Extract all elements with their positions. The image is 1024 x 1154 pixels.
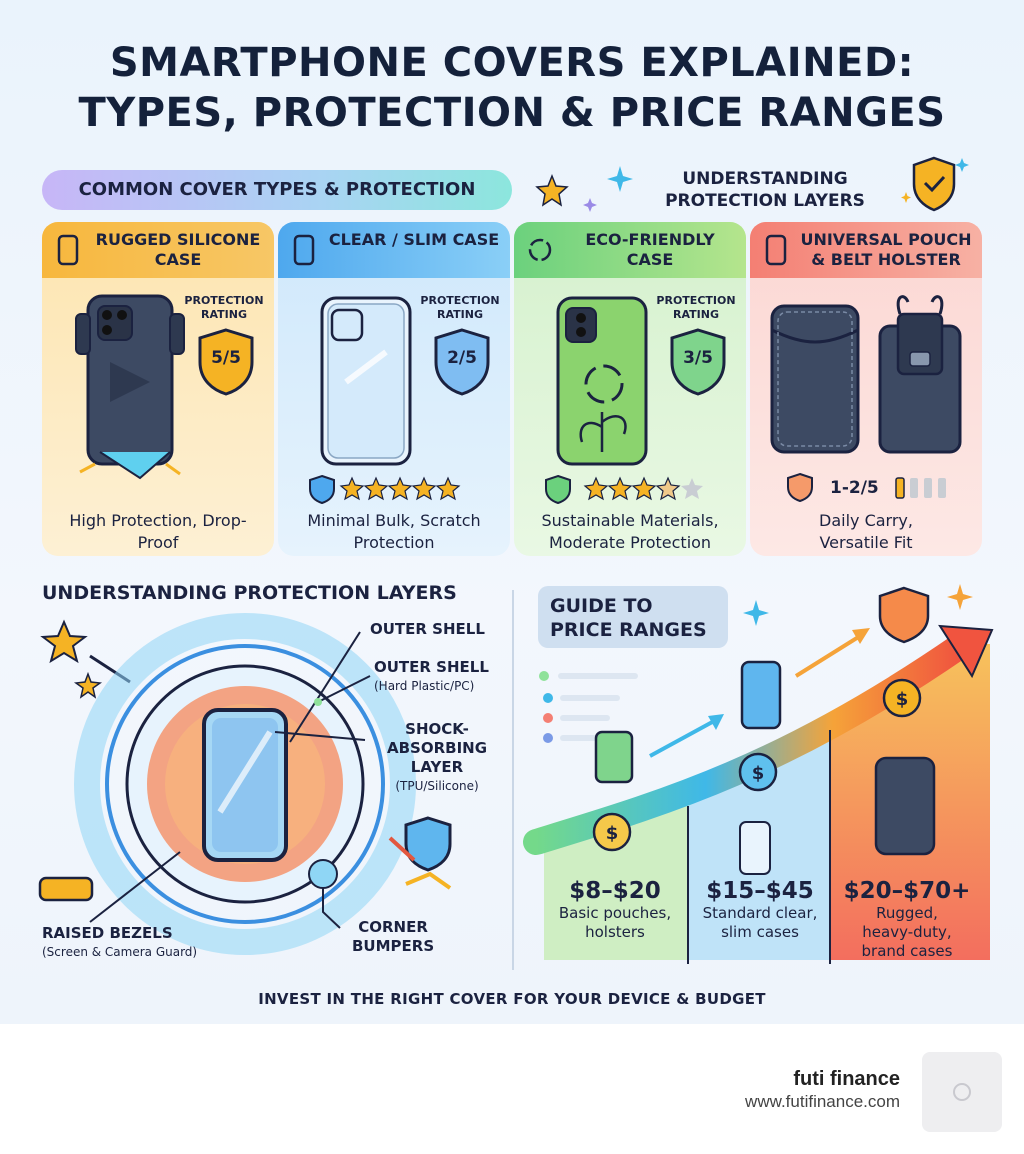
layer-outer-shell-detail: OUTER SHELL (Hard Plastic/PC): [374, 658, 489, 693]
protection-layers-heading: UNDERSTANDING PROTECTION LAYERS: [665, 169, 865, 211]
protection-rating-label: PROTECTION RATING: [184, 294, 264, 321]
star-icon: [339, 476, 365, 501]
protection-rating-value: 1-2/5: [830, 478, 879, 498]
infographic: SMARTPHONE COVERS EXPLAINED: TYPES, PROT…: [0, 0, 1024, 1024]
star-icon: [411, 476, 437, 501]
brand-logo: [922, 1052, 1002, 1132]
sparkle-icons: [535, 166, 633, 212]
card-feature-text: Daily Carry, Versatile Fit: [819, 511, 913, 552]
shield-check-icon: [309, 474, 335, 505]
clear-case-icon: [739, 821, 771, 875]
layer-raised-bezels: RAISED BEZELS (Screen & Camera Guard): [42, 924, 198, 959]
protection-rating-value: 3/5: [683, 348, 713, 368]
shield-icon: [434, 328, 490, 396]
card-universal-pouch: UNIVERSAL POUCH & BELT HOLSTER 1-2/5 Dai…: [750, 222, 982, 556]
card-feature: Minimal Bulk, Scratch Protection: [278, 510, 510, 554]
svg-text:$: $: [606, 823, 619, 844]
dollar-coin-icon: [738, 752, 778, 792]
star-icon: [435, 476, 461, 501]
star-icon: [631, 476, 657, 501]
logo-icon: [953, 1083, 971, 1101]
protection-rating-value: 2/5: [447, 348, 477, 368]
layers-section-title: UNDERSTANDING PROTECTION LAYERS: [42, 582, 457, 604]
legend-dots: [539, 671, 638, 743]
shield-icon: [198, 328, 254, 396]
phone-icon: [293, 234, 315, 266]
star-rating: [308, 474, 488, 505]
eco-phone-icon: [556, 296, 648, 466]
layer-shock-absorbing: SHOCK- ABSORBING LAYER (TPU/Silicone): [386, 720, 488, 793]
card-feature: High Protection, Drop-Proof: [42, 510, 274, 554]
svg-text:$: $: [896, 689, 909, 710]
card-feature: Daily Carry, Versatile Fit: [750, 510, 982, 554]
star-rating: [544, 474, 724, 505]
page-title: SMARTPHONE COVERS EXPLAINED: TYPES, PROT…: [78, 40, 946, 136]
cover-types-label: COMMON COVER TYPES & PROTECTION: [42, 170, 512, 210]
star-icon: [607, 476, 633, 501]
card-feature: Sustainable Materials, Moderate Protecti…: [514, 510, 746, 554]
card-title: RUGGED SILICONE CASE: [95, 230, 261, 269]
star-icon: [655, 476, 681, 501]
star-icon: [363, 476, 389, 501]
pouch-holster-icon: [770, 295, 962, 454]
shield-icon: [787, 472, 813, 503]
card-title: CLEAR / SLIM CASE: [328, 230, 500, 249]
shield-icon: [670, 328, 726, 396]
star-icon: [40, 619, 88, 664]
card-feature-text: Sustainable Materials, Moderate Protecti…: [541, 511, 719, 552]
svg-text:$: $: [752, 763, 765, 784]
phone-icon: [765, 234, 787, 266]
card-feature-text: Minimal Bulk, Scratch Protection: [307, 511, 481, 552]
shield-icon: [878, 586, 930, 644]
star-icon: [73, 671, 103, 699]
impact-shield-icon: [404, 816, 452, 872]
price-tier-basic: $8–$20 Basic pouches, holsters: [558, 878, 672, 941]
shield-check-icon: [545, 474, 571, 505]
protection-rating-label: PROTECTION RATING: [656, 294, 736, 321]
card-eco-friendly: ECO-FRIENDLY CASE PROTECTION RATING 3/5: [514, 222, 746, 556]
star-icon: [583, 476, 609, 501]
card-clear-slim: CLEAR / SLIM CASE PROTECTION RATING 2/5: [278, 222, 510, 556]
tagline: INVEST IN THE RIGHT COVER FOR YOUR DEVIC…: [258, 990, 766, 1008]
rugged-case-icon: [874, 756, 936, 856]
rating-bar: [787, 472, 946, 503]
shield-check-icon: [901, 156, 969, 212]
dollar-coin-icon: [592, 812, 632, 852]
dollar-coin-icon: [882, 678, 922, 718]
price-ranges-graphic: $ $ $: [523, 584, 994, 964]
card-title: ECO-FRIENDLY CASE: [585, 230, 715, 269]
layer-corner-bumpers: CORNER BUMPERS: [352, 918, 435, 955]
protection-layers-diagram: [38, 613, 452, 955]
card-feature-text: High Protection, Drop-Proof: [69, 511, 247, 552]
star-icon: [387, 476, 413, 501]
sparkle-icon: [607, 166, 633, 192]
price-tier-rugged: $20–$70+ Rugged, heavy-duty, brand cases: [843, 878, 971, 960]
rugged-phone-icon: [75, 294, 185, 480]
brand-name: futi finance: [793, 1068, 900, 1090]
pouch-icon: [594, 730, 634, 784]
price-guide-title: GUIDE TO PRICE RANGES: [538, 586, 728, 648]
recycle-icon: [528, 238, 552, 262]
protection-rating-value: 5/5: [211, 348, 241, 368]
brand-url: www.futifinance.com: [745, 1092, 900, 1111]
card-rugged-silicone: RUGGED SILICONE CASE PROTECTION RATING 5…: [42, 222, 274, 556]
phone-case-icon: [740, 660, 782, 730]
card-title: UNIVERSAL POUCH & BELT HOLSTER: [800, 230, 972, 269]
star-icon: [681, 478, 703, 499]
protection-rating-label: PROTECTION RATING: [420, 294, 500, 321]
layer-outer-shell: OUTER SHELL: [370, 620, 485, 638]
phone-icon: [57, 234, 79, 266]
clear-phone-icon: [320, 296, 412, 466]
price-tier-standard: $15–$45 Standard clear, slim cases: [702, 878, 818, 941]
section-divider: [512, 590, 514, 970]
star-icon: [535, 173, 569, 207]
